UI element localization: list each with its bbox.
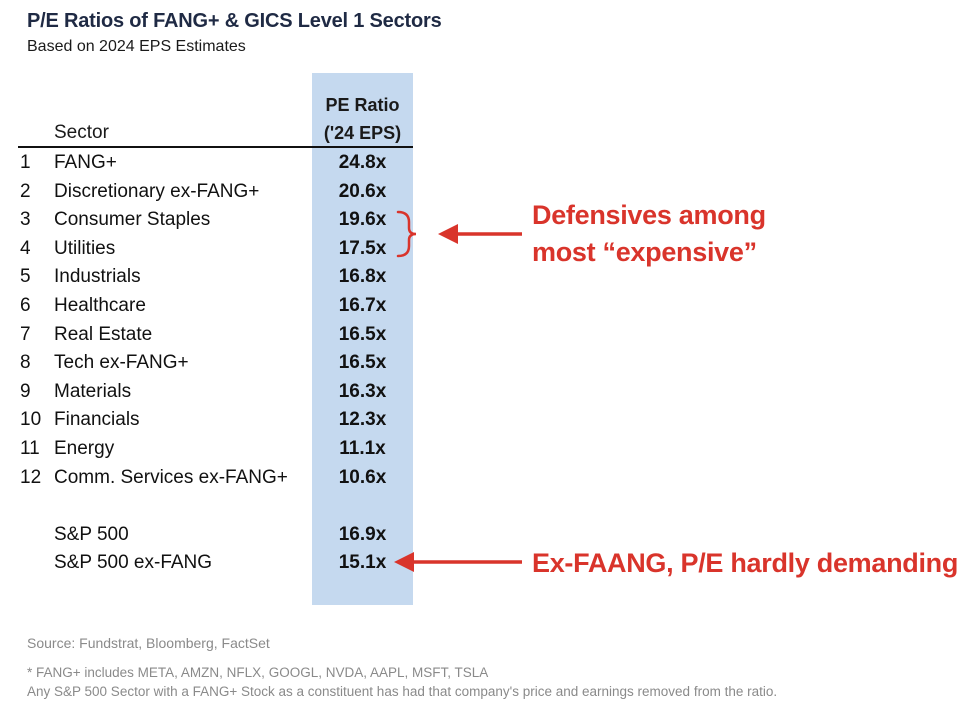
table-row: 5 Industrials 16.8x [0, 264, 420, 292]
column-header-pe-line2: ('24 EPS) [323, 123, 402, 143]
arrow-defensives-head [438, 224, 458, 244]
row-sector: Materials [54, 380, 132, 402]
table-row: 2 Discretionary ex-FANG+ 20.6x [0, 179, 420, 207]
row-rank: 12 [20, 466, 42, 488]
row-pe-value: 24.8x [338, 152, 387, 173]
row-sector: Energy [54, 438, 115, 459]
row-sector: S&P 500 ex-FANG [54, 552, 213, 574]
brace-shape [396, 210, 417, 258]
annotation-defensives: Defensives among most “expensive” [532, 197, 766, 271]
row-rank: 1 [20, 152, 31, 173]
header-divider [18, 146, 413, 148]
row-rank: 8 [20, 352, 31, 374]
column-header-pe-line1: PE Ratio [325, 95, 400, 115]
chart-title: P/E Ratios of FANG+ & GICS Level 1 Secto… [27, 10, 442, 32]
row-pe-value: 12.3x [338, 409, 387, 431]
row-pe-value: 16.3x [338, 380, 387, 402]
column-header-sector: Sector [54, 122, 109, 143]
row-pe-value: 10.6x [338, 466, 387, 488]
row-sector: FANG+ [54, 152, 117, 173]
row-rank: 6 [20, 295, 31, 316]
footnote-fang-members: * FANG+ includes META, AMZN, NFLX, GOOGL… [27, 665, 489, 680]
source-note: Source: Fundstrat, Bloomberg, FactSet [27, 635, 270, 651]
table-row: 7 Real Estate 16.5x [0, 322, 420, 350]
annotation-ex-faang: Ex-FAANG, P/E hardly demanding [532, 545, 958, 582]
row-pe-value: 16.5x [338, 323, 387, 345]
row-sector: S&P 500 [54, 523, 129, 545]
row-pe-value: 20.6x [338, 180, 387, 202]
table-row: 9 Materials 16.3x [0, 379, 420, 407]
row-sector: Comm. Services ex-FANG+ [54, 466, 288, 488]
row-sector: Tech ex-FANG+ [54, 352, 189, 374]
row-sector: Utilities [54, 237, 116, 259]
table-row: 6 Healthcare 16.7x [0, 293, 420, 321]
row-rank: 10 [20, 409, 42, 431]
row-pe-value: 16.5x [338, 352, 387, 374]
row-pe-value: 11.1x [339, 438, 386, 459]
row-sector: Real Estate [54, 323, 153, 345]
annotation-ex-faang-line1: Ex-FAANG, P/E hardly demanding [532, 548, 959, 578]
index-row: S&P 500 ex-FANG 15.1x [0, 550, 420, 578]
arrow-ex-faang-head [394, 552, 414, 572]
row-sector: Discretionary ex-FANG+ [54, 180, 260, 202]
row-pe-value: 15.1x [338, 552, 387, 574]
row-rank: 2 [20, 180, 31, 202]
row-rank: 4 [20, 237, 31, 259]
table-row: 10 Financials 12.3x [0, 407, 420, 435]
row-sector: Consumer Staples [54, 209, 211, 231]
row-rank: 7 [20, 323, 31, 345]
row-pe-value: 17.5x [338, 237, 387, 259]
row-rank: 11 [20, 438, 40, 459]
table-row: 4 Utilities 17.5x [0, 236, 420, 264]
row-rank: 3 [20, 209, 31, 231]
table-row: 3 Consumer Staples 19.6x [0, 207, 420, 235]
table-row: 8 Tech ex-FANG+ 16.5x [0, 350, 420, 378]
annotation-defensives-line1: Defensives among [532, 200, 766, 230]
row-sector: Industrials [54, 266, 141, 288]
row-pe-value: 16.7x [338, 295, 387, 316]
footnote-methodology: Any S&P 500 Sector with a FANG+ Stock as… [27, 684, 778, 699]
row-rank: 9 [20, 380, 31, 402]
chart-subtitle: Based on 2024 EPS Estimates [27, 38, 246, 55]
row-pe-value: 19.6x [338, 209, 387, 231]
row-sector: Healthcare [54, 295, 146, 316]
annotation-defensives-line2: most “expensive” [532, 237, 757, 267]
index-row: S&P 500 16.9x [0, 522, 420, 550]
table-row: 1 FANG+ 24.8x [0, 150, 420, 178]
table-row: 12 Comm. Services ex-FANG+ 10.6x [0, 465, 420, 493]
row-sector: Financials [54, 409, 140, 431]
row-pe-value: 16.8x [338, 266, 387, 288]
pe-column-highlight [312, 73, 413, 605]
table-row: 11 Energy 11.1x [0, 436, 420, 464]
row-rank: 5 [20, 266, 31, 288]
row-pe-value: 16.9x [338, 523, 387, 545]
